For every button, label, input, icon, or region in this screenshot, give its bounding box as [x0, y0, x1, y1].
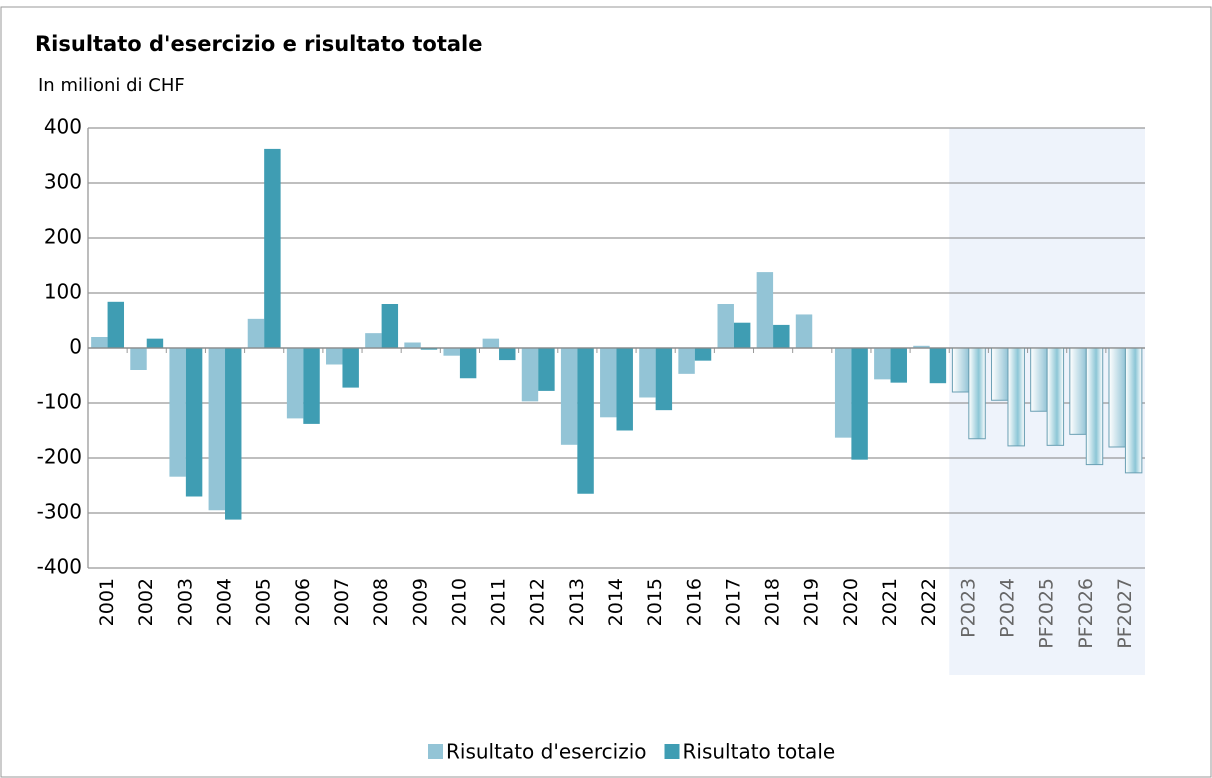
bar	[1108, 347, 1126, 448]
bar	[655, 348, 673, 411]
y-tick-label: -400	[37, 555, 82, 579]
bar	[247, 318, 265, 348]
bar	[404, 342, 421, 348]
bar	[913, 345, 930, 348]
bar	[91, 337, 108, 348]
bar	[717, 304, 734, 348]
legend-label: Risultato totale	[683, 740, 836, 764]
bar	[420, 348, 438, 350]
x-tick-label: 2019	[801, 578, 823, 626]
bar	[600, 348, 617, 418]
x-tick-label: 2012	[527, 578, 549, 626]
bar	[264, 148, 281, 348]
x-tick-label: 2018	[762, 578, 784, 626]
y-tick-label: 200	[44, 225, 82, 249]
x-tick-label: 2021	[879, 578, 901, 626]
bar	[874, 348, 891, 380]
bar	[1124, 347, 1143, 474]
x-tick-label: PF2026	[1075, 578, 1097, 649]
x-tick-label: 2009	[409, 578, 431, 626]
x-tick-label: 2006	[292, 578, 314, 626]
bar	[639, 348, 656, 398]
x-tick-label: P2023	[957, 578, 979, 638]
y-tick-label: 100	[44, 280, 82, 304]
y-tick-label: 300	[44, 170, 82, 194]
bar	[521, 348, 539, 402]
x-tick-label: 2022	[918, 578, 940, 626]
legend-label: Risultato d'esercizio	[446, 740, 647, 764]
chart-subtitle: In milioni di CHF	[38, 75, 185, 96]
x-tick-label: 2013	[566, 578, 588, 626]
y-tick-label: 0	[69, 335, 82, 359]
bar	[286, 348, 304, 419]
y-tick-label: -100	[37, 390, 82, 414]
bar	[1030, 347, 1048, 412]
bar	[169, 348, 186, 477]
x-tick-label: 2014	[605, 578, 627, 626]
bar	[538, 348, 555, 391]
x-tick-label: 2003	[174, 578, 196, 626]
x-tick-label: 2010	[448, 578, 470, 626]
legend-swatch	[428, 744, 443, 759]
bar	[146, 338, 164, 348]
x-tick-label: 2001	[96, 578, 118, 626]
bar	[1007, 347, 1025, 447]
bar	[303, 348, 320, 424]
x-tick-label: 2015	[644, 578, 666, 626]
bar	[459, 348, 477, 379]
x-tick-label: 2007	[331, 578, 353, 626]
bar	[795, 314, 813, 348]
x-tick-label: 2011	[488, 578, 510, 626]
bar	[326, 348, 343, 365]
x-tick-label: PF2027	[1114, 578, 1136, 649]
x-tick-label: 2004	[214, 578, 236, 626]
y-tick-label: -200	[37, 445, 82, 469]
bar	[851, 348, 868, 460]
x-tick-label: 2020	[840, 578, 862, 626]
bar	[225, 348, 242, 520]
bar	[616, 348, 633, 431]
bar	[991, 347, 1009, 401]
bar	[756, 272, 774, 348]
bar	[951, 347, 970, 393]
x-tick-label: 2016	[683, 578, 705, 626]
bar	[342, 348, 359, 388]
bar	[107, 301, 125, 348]
bar	[577, 348, 594, 494]
bar	[929, 348, 947, 384]
x-tick-label: 2008	[370, 578, 392, 626]
x-tick-label: 2017	[722, 578, 744, 626]
bar	[1085, 347, 1104, 466]
bar	[499, 348, 516, 361]
bar	[968, 347, 986, 440]
y-tick-label: 400	[44, 115, 82, 139]
bar	[443, 348, 460, 356]
bar	[678, 348, 695, 374]
x-tick-label: 2005	[253, 578, 275, 626]
bar	[130, 348, 147, 370]
bar	[482, 338, 500, 348]
bar	[185, 348, 203, 497]
bar	[834, 348, 852, 438]
chart-title: Risultato d'esercizio e risultato totale	[35, 32, 482, 56]
bar	[381, 304, 399, 348]
bar	[365, 333, 382, 348]
bar	[733, 322, 751, 348]
bar	[1069, 347, 1087, 435]
bar	[773, 324, 790, 348]
x-tick-label: PF2025	[1036, 578, 1058, 649]
bar	[1046, 347, 1065, 446]
x-tick-label: 2002	[135, 578, 157, 626]
bar	[694, 348, 712, 361]
bar	[560, 348, 578, 445]
x-tick-label: P2024	[996, 578, 1018, 638]
bar	[208, 348, 226, 511]
y-tick-label: -300	[37, 500, 82, 524]
bar	[890, 348, 907, 383]
legend-swatch	[664, 744, 680, 759]
